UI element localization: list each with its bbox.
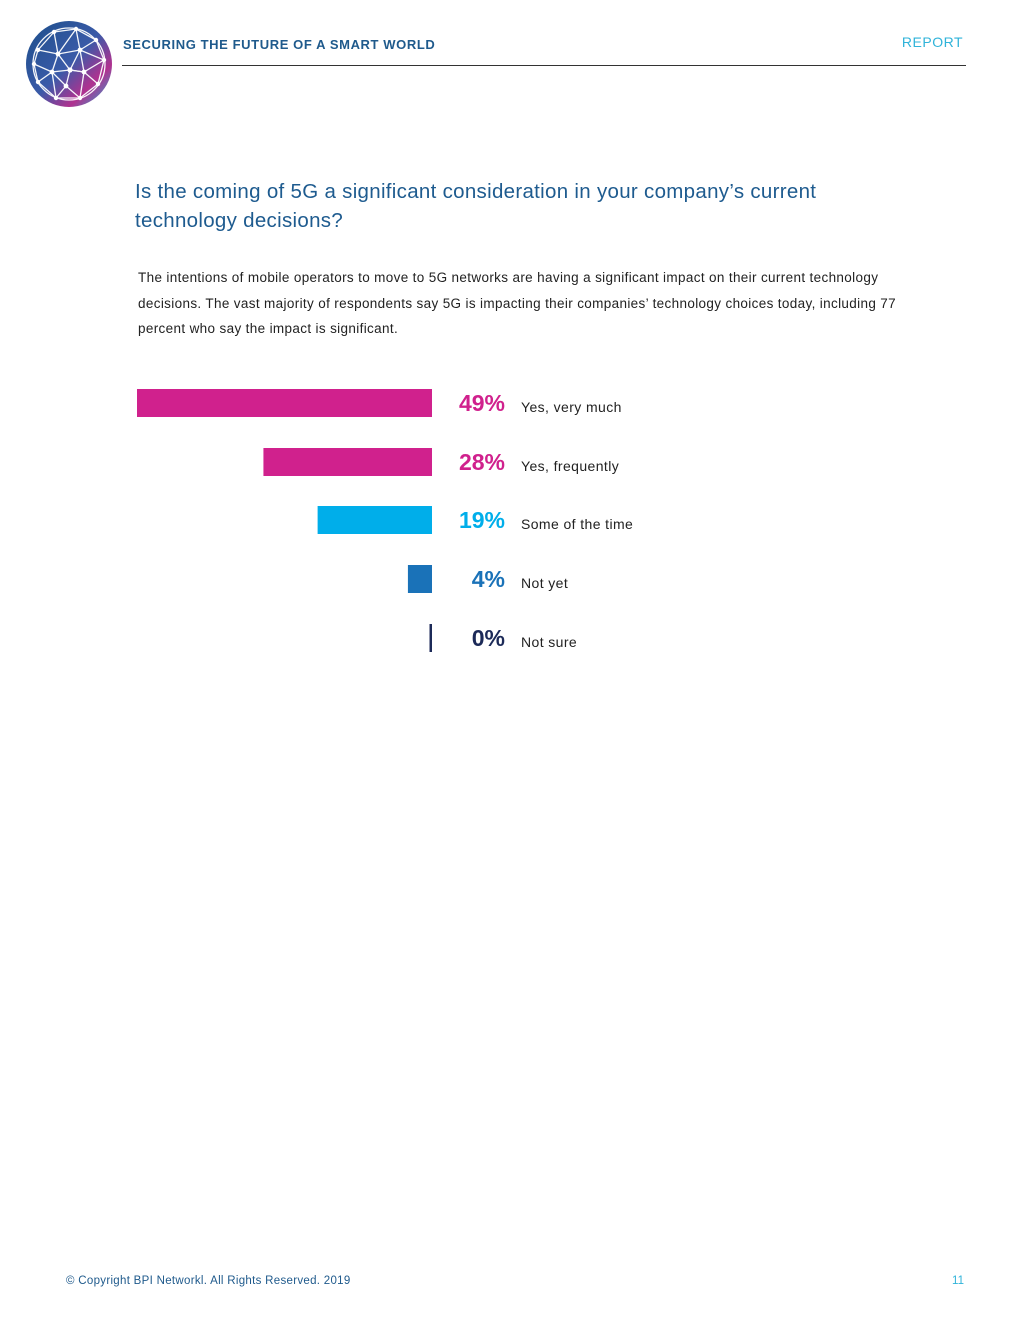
category-label-1: Yes, frequently	[521, 458, 619, 474]
bar-2	[317, 506, 432, 534]
value-label-0: 49%	[459, 390, 505, 416]
category-label-4: Not sure	[521, 634, 577, 650]
bar-0	[137, 389, 432, 417]
chart-svg: 49% Yes, very much 28% Yes, frequently 19% So…	[137, 389, 633, 652]
category-label-3: Not yet	[521, 575, 568, 591]
value-label-2: 19%	[459, 507, 505, 533]
category-label-2: Some of the time	[521, 516, 633, 532]
header-divider	[122, 65, 966, 66]
network-globe-logo	[26, 21, 112, 107]
bar-1	[263, 448, 432, 476]
survey-bar-chart: 49% Yes, very much 28% Yes, frequently 19% So…	[137, 389, 633, 652]
bar-4	[429, 624, 432, 652]
question-heading: Is the coming of 5G a significant consid…	[135, 180, 817, 232]
body-paragraph: The intentions of mobile operators to mo…	[138, 270, 897, 336]
header-title: SECURING THE FUTURE OF A SMART WORLD	[123, 37, 436, 52]
bar-3	[407, 565, 432, 593]
value-label-3: 4%	[472, 566, 505, 592]
value-label-4: 0%	[472, 625, 505, 651]
footer-copyright: © Copyright BPI Networkl. All Rights Res…	[66, 1275, 351, 1287]
page-number: 11	[952, 1275, 964, 1287]
section-label: REPORT	[901, 34, 963, 50]
value-label-1: 28%	[459, 449, 505, 475]
category-label-0: Yes, very much	[521, 399, 622, 415]
